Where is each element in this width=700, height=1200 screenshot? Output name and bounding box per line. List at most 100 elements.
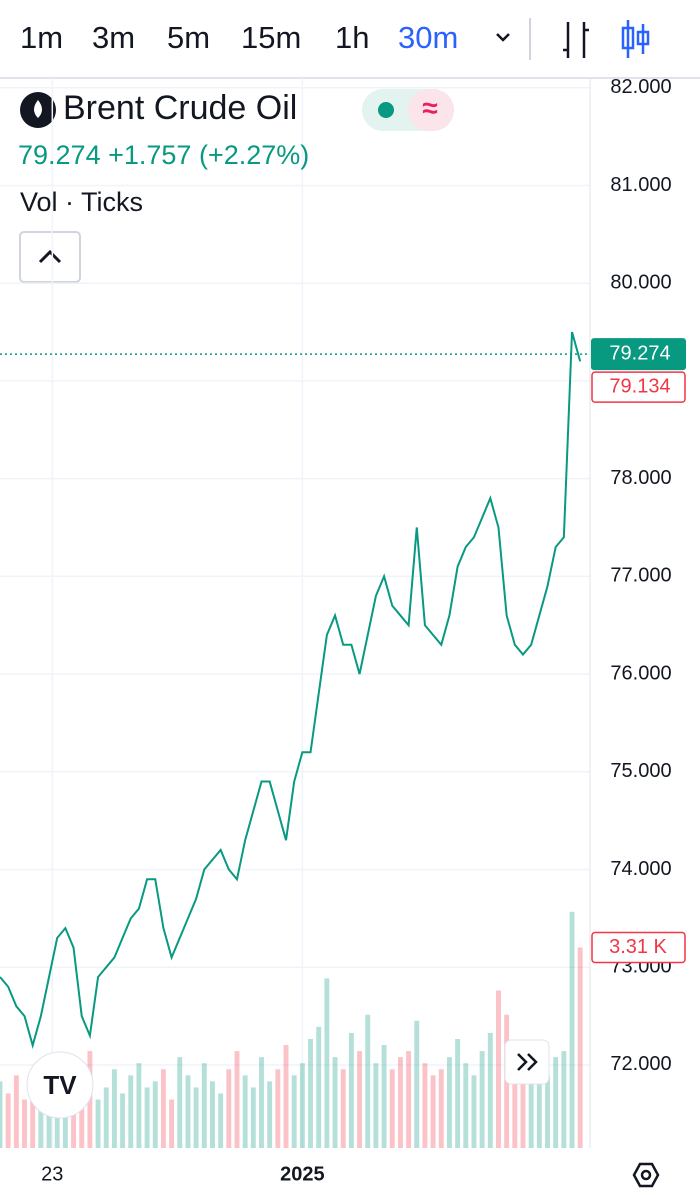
volume-bar (201, 1063, 207, 1148)
volume-bar (316, 1026, 322, 1148)
volume-bar (438, 1069, 444, 1148)
bar-style-icon[interactable] (563, 22, 589, 58)
oil-drop (34, 100, 42, 118)
interval-dropdown[interactable] (496, 33, 510, 42)
other-price-box (591, 371, 686, 403)
volume-bar (471, 1075, 477, 1148)
last-price-label: 79.274 (609, 342, 670, 364)
volume-bar (528, 1063, 534, 1148)
volume-bar (152, 1081, 158, 1148)
volume-bar (185, 1075, 191, 1148)
volume-bar (545, 1075, 550, 1148)
volume-bar (193, 1087, 199, 1148)
volume-bar (487, 1032, 493, 1148)
volume-bar (250, 1087, 256, 1148)
volume-bar (38, 1087, 44, 1148)
volume-bar (455, 1038, 461, 1148)
interval-button[interactable]: 15m (241, 20, 301, 55)
volume-bar (210, 1081, 215, 1148)
volume-bar (54, 1093, 60, 1148)
volume-bar (218, 1093, 224, 1148)
quote-price: 79.274 (18, 140, 101, 170)
volume-bar (479, 1051, 485, 1148)
volume-label-box (591, 931, 686, 964)
chevron-up (38, 249, 62, 264)
volume-bar (520, 1069, 526, 1148)
volume-bar (496, 990, 501, 1148)
x-tick-label: 23 (41, 1163, 63, 1185)
volume-bar (22, 1099, 27, 1148)
candle-style-icon[interactable] (621, 20, 650, 58)
y-tick-label: 77.000 (610, 565, 671, 587)
double-chevron (517, 1053, 538, 1071)
volume-bar (348, 1032, 354, 1148)
quote-change-percent: (+2.27%) (199, 140, 309, 170)
volume-bar (381, 1045, 387, 1148)
volume-bar (430, 1075, 436, 1148)
volume-bar (414, 1020, 420, 1148)
x-tick-label: 2025 (280, 1163, 325, 1185)
y-tick-label: 74.000 (610, 858, 671, 880)
volume-bar (340, 1069, 346, 1148)
volume-bar (160, 1069, 166, 1148)
volume-bar (242, 1075, 248, 1148)
price-line (0, 331, 582, 1050)
volume-bar (299, 1063, 305, 1148)
volume-bar (0, 1081, 3, 1148)
volume-bar (365, 1014, 371, 1148)
symbol-name: Brent Crude Oil (63, 89, 297, 127)
volume-bar (389, 1069, 395, 1148)
volume-bar (357, 1051, 363, 1148)
interval-button[interactable]: 1h (335, 20, 369, 55)
volume-bar (95, 1099, 101, 1148)
volume-bar (234, 1051, 240, 1148)
interval-button[interactable]: 5m (167, 20, 210, 55)
other-price-label: 79.134 (609, 375, 670, 397)
volume-bar (275, 1069, 281, 1148)
volume-bar (5, 1093, 11, 1148)
volume-bar (569, 911, 575, 1148)
volume-bar (446, 1057, 452, 1148)
volume-bar (30, 1069, 36, 1148)
interval-button[interactable]: 30m (398, 20, 458, 55)
last-price-box (591, 338, 686, 371)
y-tick-label: 80.000 (610, 271, 671, 293)
volume-bar (79, 1075, 85, 1148)
volume-bar (406, 1051, 412, 1148)
y-tick-label: 78.000 (610, 467, 671, 489)
volume-bar (332, 1057, 338, 1148)
volume-bar (136, 1063, 142, 1148)
volume-bar (259, 1057, 264, 1148)
status-pill-right (408, 89, 454, 131)
volume-bar (226, 1069, 232, 1148)
indicator-label: Vol · Ticks (20, 187, 143, 217)
settings-icon[interactable] (632, 1162, 660, 1188)
volume-bar (512, 1057, 518, 1148)
delay-icon: ≈ (422, 92, 437, 123)
y-tick-label: 72.000 (610, 1053, 671, 1075)
volume-bar (324, 978, 330, 1148)
volume-bar (13, 1075, 19, 1148)
volume-bar (422, 1063, 428, 1148)
volume-bar (169, 1099, 175, 1148)
logo[interactable] (26, 1051, 94, 1119)
volume-bar (463, 1063, 469, 1148)
volume-bar (291, 1075, 297, 1148)
volume-bar (128, 1075, 134, 1148)
volume-label: 3.31 K (609, 936, 667, 958)
y-tick-label: 76.000 (610, 662, 671, 684)
quote: 79.274 +1.757 (+2.27%) (18, 140, 309, 170)
interval-button[interactable]: 3m (92, 20, 135, 55)
quote-change: +1.757 (108, 140, 191, 170)
logo-mark: TV (43, 1070, 77, 1100)
y-tick-label: 81.000 (610, 174, 671, 196)
collapse-button[interactable] (19, 231, 81, 283)
interval-button[interactable]: 1m (20, 20, 63, 55)
y-tick-label: 75.000 (610, 760, 671, 782)
y-tick-label: 82.000 (610, 76, 671, 98)
plot (0, 78, 591, 1148)
volume-bar (561, 1051, 567, 1148)
volume-bar (577, 947, 583, 1148)
volume-bar (308, 1038, 313, 1148)
